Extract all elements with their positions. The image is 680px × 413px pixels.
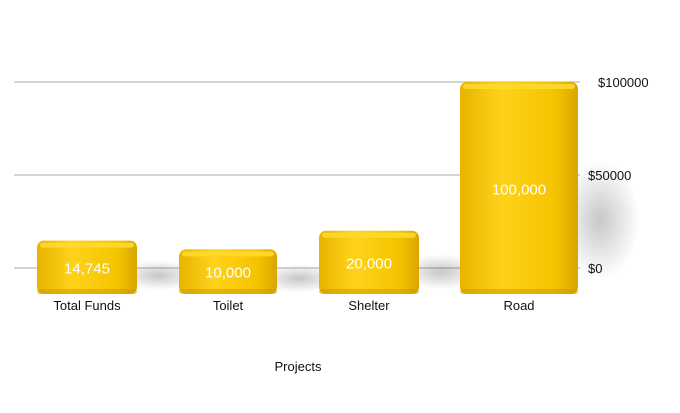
bar-shelter: 20,000: [319, 230, 419, 294]
bar-bottom-edge: [37, 289, 137, 294]
bar-top-highlight: [322, 232, 416, 238]
bar-value-label: 10,000: [205, 265, 251, 282]
bar-top-highlight: [463, 84, 575, 89]
bar-toilet: 10,000: [179, 249, 277, 294]
bar-total-funds: 14,745: [37, 240, 137, 294]
bar-value-label: 20,000: [346, 255, 392, 272]
y-tick-label: $50000: [588, 168, 631, 183]
y-tick-label: $100000: [598, 75, 649, 90]
bar-value-label: 14,745: [64, 260, 110, 277]
bar-bottom-edge: [179, 289, 277, 294]
bar-face: [460, 82, 578, 294]
x-tick-label: Toilet: [213, 298, 244, 313]
x-tick-label: Road: [503, 298, 534, 313]
bar-face: [179, 249, 277, 294]
y-axis-ticks: $0 $50000 $100000: [588, 75, 649, 276]
bar-shadow: [560, 160, 640, 280]
bar-road: 100,000: [460, 82, 578, 294]
bar-face: [37, 240, 137, 294]
bar-top-highlight: [182, 251, 274, 257]
bar-face: [319, 230, 419, 294]
bar-bottom-edge: [460, 289, 578, 294]
bars: 14,745 10,000 20,000 100,000: [37, 82, 578, 294]
bar-value-label: 100,000: [492, 181, 546, 198]
x-tick-label: Shelter: [348, 298, 390, 313]
x-axis-labels: Total Funds Toilet Shelter Road: [53, 298, 534, 313]
y-tick-label: $0: [588, 261, 602, 276]
bar-bottom-edge: [319, 289, 419, 294]
bar-top-highlight: [40, 242, 134, 248]
x-axis-title: Projects: [275, 359, 322, 374]
x-tick-label: Total Funds: [53, 298, 121, 313]
